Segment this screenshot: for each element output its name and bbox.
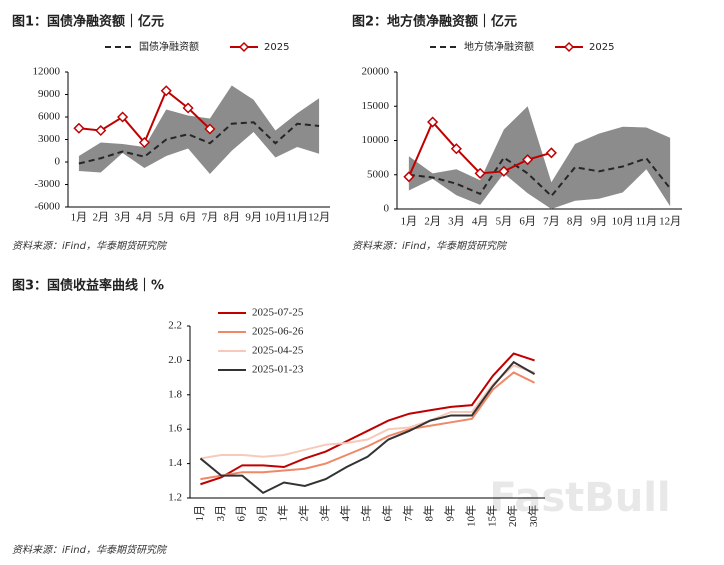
legend-label: 2025 [264,42,289,53]
x-tick-label: 4月 [136,212,153,224]
y-tick-label: 1.8 [168,388,182,400]
y-tick-label: 6000 [38,111,61,123]
x-tick-label: 7年 [401,505,415,522]
x-tick-label: 6年 [380,505,394,522]
source-note: 资料来源：iFind，华泰期货研究院 [352,240,508,252]
y-tick-label: 9000 [38,88,61,100]
x-tick-label: 1月 [194,505,206,522]
y-tick-label: -6000 [34,201,60,213]
marker [95,124,107,137]
x-tick-label: 1月 [71,212,88,224]
series-line [78,121,320,165]
marker [138,136,150,149]
series-line [200,364,535,460]
legend-marker [563,41,575,53]
marker [73,122,85,134]
chart-title: 图2：地方债净融资额｜亿元 [352,14,517,30]
x-tick-label: 5月 [158,212,175,224]
x-tick-label: 9月 [591,216,608,228]
x-tick-label: 4月 [472,216,489,228]
x-tick-label: 6月 [236,505,248,522]
y-tick-label: 1.6 [168,423,182,435]
chart-title: 图3：国债收益率曲线｜% [12,278,164,294]
x-tick-label: 15年 [484,505,498,527]
series-line [200,352,535,486]
source-note: 资料来源：iFind，华泰期货研究院 [12,544,168,556]
series-line [200,371,536,481]
marker [450,143,462,155]
x-tick-label: 8年 [422,505,436,522]
marker [474,167,486,179]
marker [498,165,510,177]
legend-label: 2025-07-25 [252,307,304,319]
marker [427,116,439,128]
x-tick-label: 3年 [317,505,331,522]
y-tick-label: 0 [384,203,390,215]
x-tick-label: 11月 [286,212,308,224]
legend-marker [238,41,250,53]
x-tick-label: 7月 [543,216,560,228]
legend-label: 2025-01-23 [252,364,304,376]
y-tick-label: 12000 [33,66,61,78]
legend-label: 2025 [589,42,614,53]
x-tick-label: 9月 [245,212,262,224]
x-tick-label: 30年 [526,505,540,527]
x-tick-label: 8月 [224,212,241,224]
y-tick-label: 3000 [38,133,61,145]
y-tick-label: 2.2 [168,320,182,332]
y-tick-label: 10000 [362,134,390,146]
x-tick-label: 9年 [443,505,457,522]
x-tick-label: 9月 [257,505,269,522]
x-tick-label: 1年 [276,505,290,522]
legend-label: 地方债净融资额 [464,40,534,53]
y-tick-label: 1.2 [168,492,182,504]
y-tick-label: 0 [55,156,61,168]
marker [117,111,129,123]
x-tick-label: 3月 [114,212,131,224]
marker [160,85,172,97]
marker [545,147,557,159]
x-tick-label: 12月 [308,212,330,224]
x-tick-label: 12月 [659,216,681,228]
marker [182,102,194,114]
marker [204,123,216,135]
x-tick-label: 3月 [215,505,227,522]
x-tick-label: 3月 [448,216,465,228]
x-tick-label: 4年 [338,505,352,522]
x-tick-label: 11月 [636,216,658,228]
x-tick-label: 5月 [496,216,513,228]
x-tick-label: 10年 [463,505,477,527]
range-band [78,85,320,174]
x-tick-label: 1月 [401,216,418,228]
y-tick-label: 1.4 [168,457,182,469]
y-tick-label: 20000 [362,66,390,78]
legend-label: 2025-06-26 [252,326,304,338]
range-band [408,106,671,209]
y-tick-label: 5000 [367,168,390,180]
series-line [199,360,536,495]
source-note: 资料来源：iFind，华泰期货研究院 [12,240,168,252]
marker [403,171,415,183]
x-tick-label: 8月 [567,216,584,228]
legend-label: 国债净融资额 [139,40,199,53]
marker [522,154,534,166]
y-tick-label: 2.0 [168,354,182,366]
x-tick-label: 6月 [519,216,536,228]
legend-label: 2025-04-25 [252,345,304,357]
x-tick-label: 2年 [296,505,310,522]
chart-title: 图1：国债净融资额｜亿元 [12,14,164,30]
x-tick-label: 7月 [202,212,219,224]
y-tick-label: 15000 [362,100,390,112]
y-tick-label: -3000 [34,178,60,190]
x-tick-label: 2月 [424,216,441,228]
x-tick-label: 2月 [93,212,110,224]
x-tick-label: 6月 [180,212,197,224]
x-tick-label: 10月 [612,216,634,228]
series-line [408,156,671,198]
x-tick-label: 10月 [264,212,286,224]
x-tick-label: 20年 [505,505,519,527]
x-tick-label: 5年 [359,505,373,522]
